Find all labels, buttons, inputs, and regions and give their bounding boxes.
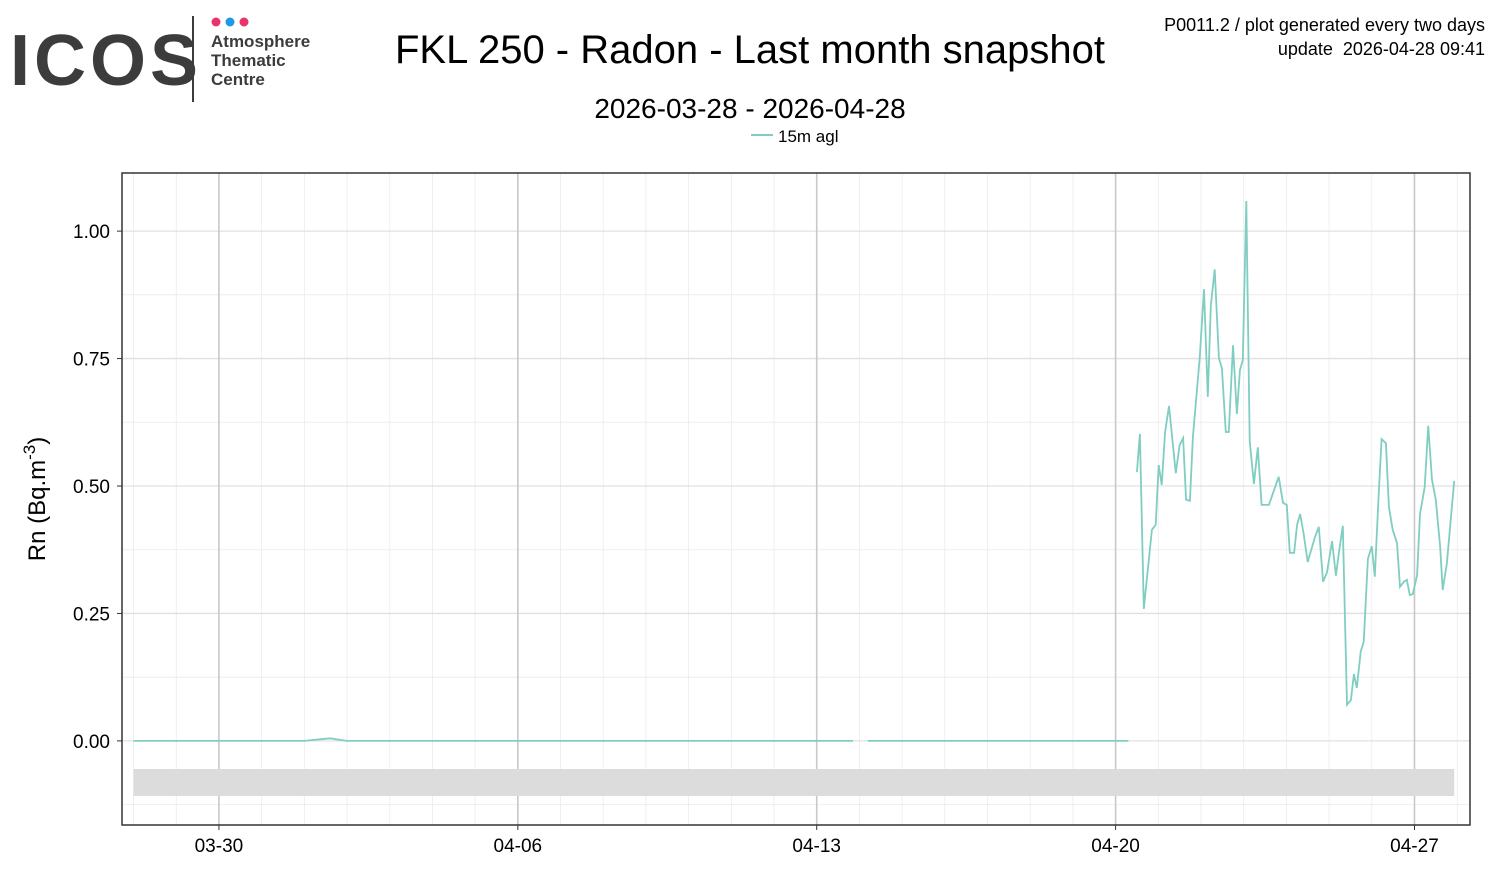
logo-dot bbox=[225, 17, 235, 27]
logo-text: ICOS bbox=[10, 21, 202, 101]
y-tick-label: 0.50 bbox=[73, 477, 110, 498]
update-time: update 2026-04-28 09:41 bbox=[1278, 39, 1485, 59]
logo-sub: Centre bbox=[211, 70, 265, 89]
plot-background bbox=[122, 173, 1470, 825]
logo-sub: Atmosphere bbox=[211, 32, 310, 51]
series-line bbox=[133, 200, 1456, 742]
y-axis-label: Rn (Bq.m-3) bbox=[20, 437, 51, 561]
legend-label: 15m agl bbox=[778, 127, 838, 146]
logo: ICOS Atmosphere Thematic Centre bbox=[10, 16, 310, 102]
legend: 15m agl bbox=[751, 127, 838, 146]
x-tick-label: 04-06 bbox=[494, 836, 543, 857]
logo-dot bbox=[239, 17, 249, 27]
logo-sub: Thematic bbox=[211, 51, 286, 70]
notice: P0011.2 / plot generated every two days bbox=[1164, 15, 1485, 35]
plot-area: 0.00 0.25 0.50 0.75 1.00 03-30 04-06 04-13 04-20… bbox=[73, 172, 1471, 857]
x-tick-label: 03-30 bbox=[195, 836, 244, 857]
x-tick-label: 04-20 bbox=[1091, 836, 1140, 857]
y-tick-label: 0.00 bbox=[73, 732, 110, 753]
x-tick-label: 04-27 bbox=[1390, 836, 1439, 857]
availability-band bbox=[133, 769, 1455, 796]
y-label-sup: -3 bbox=[20, 445, 39, 460]
y-label-text: Rn (Bq.m bbox=[24, 460, 51, 561]
chart-subtitle: 2026-03-28 - 2026-04-28 bbox=[594, 93, 905, 124]
y-tick-label: 1.00 bbox=[73, 222, 110, 243]
y-label-close: ) bbox=[24, 437, 51, 445]
y-tick-label: 0.75 bbox=[73, 350, 110, 371]
logo-dot bbox=[211, 17, 221, 27]
plot-border bbox=[121, 172, 1471, 826]
y-tick-label: 0.25 bbox=[73, 604, 110, 625]
x-tick-label: 04-13 bbox=[792, 836, 841, 857]
chart-title: FKL 250 - Radon - Last month snapshot bbox=[395, 28, 1105, 72]
